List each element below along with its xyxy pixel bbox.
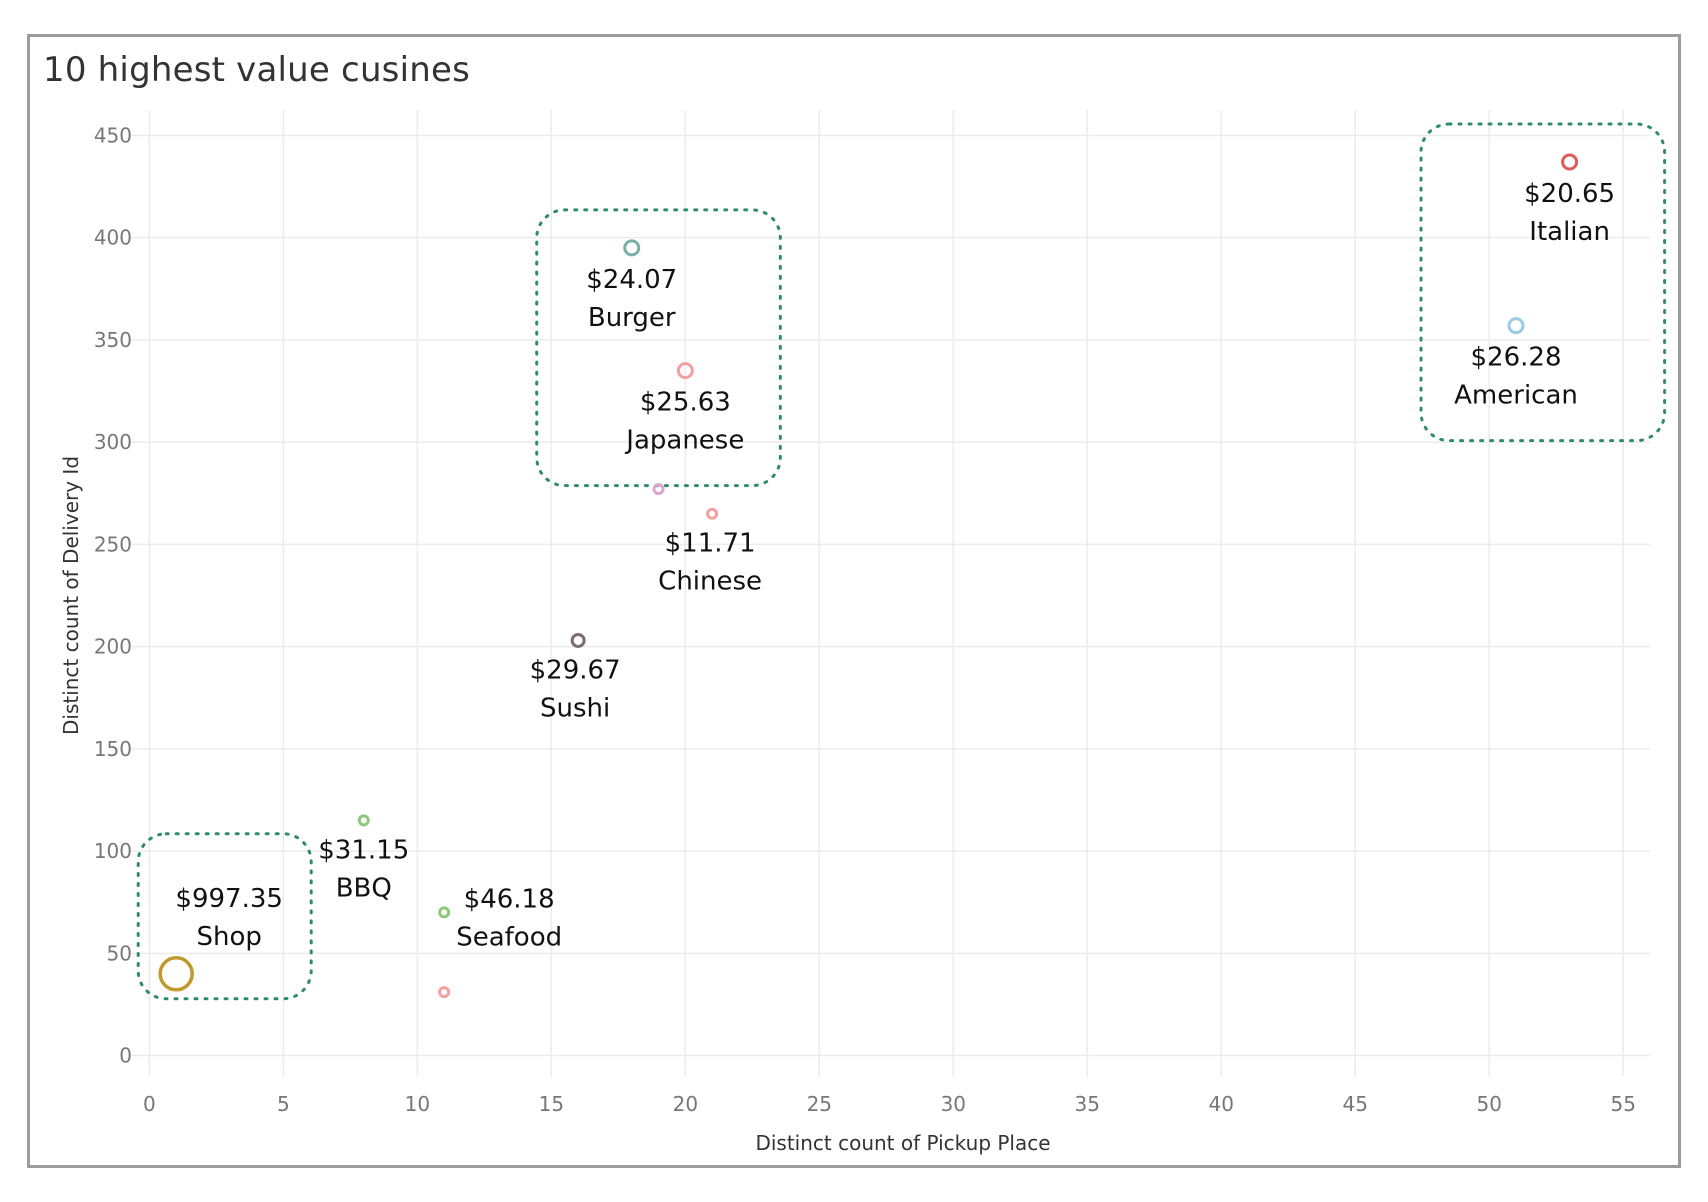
x-tick-25: 25 — [807, 1092, 832, 1116]
point-unlabeled-4 — [652, 483, 665, 496]
label-name-chinese: Chinese — [658, 567, 762, 597]
label-name-bbq: BBQ — [336, 873, 392, 903]
y-tick-300: 300 — [94, 430, 132, 454]
chart-frame — [27, 34, 1681, 1168]
x-tick-0: 0 — [143, 1092, 156, 1116]
grid-lines — [131, 110, 1650, 1076]
point-japanese — [676, 362, 694, 380]
point-american — [1507, 317, 1525, 335]
x-axis-ticks: 0 5 10 15 20 25 30 35 40 45 50 55 — [143, 1092, 1636, 1116]
label-value-bbq: $31.15 — [318, 835, 409, 865]
label-value-burger: $24.07 — [586, 265, 677, 295]
highlight-boxes — [136, 122, 1667, 1001]
label-value-seafood: $46.18 — [464, 884, 555, 914]
label-value-japanese: $25.63 — [640, 388, 731, 418]
label-value-sushi: $29.67 — [530, 655, 621, 685]
point-unlabeled-9 — [438, 986, 451, 999]
x-tick-45: 45 — [1343, 1092, 1368, 1116]
y-tick-350: 350 — [94, 328, 132, 352]
label-name-american: American — [1454, 381, 1578, 411]
data-labels: $20.65 Italian $26.28 American $24.07 Burger $… — [175, 179, 1615, 952]
y-tick-50: 50 — [107, 941, 132, 965]
point-burger — [623, 239, 641, 257]
point-bbq — [357, 814, 370, 827]
highlight-box-shop — [136, 832, 313, 1001]
y-tick-250: 250 — [94, 532, 132, 556]
point-seafood — [438, 906, 451, 919]
label-name-seafood: Seafood — [456, 922, 562, 952]
x-tick-30: 30 — [941, 1092, 966, 1116]
x-tick-40: 40 — [1209, 1092, 1234, 1116]
y-axis-ticks: 0 50 100 150 200 250 300 350 400 450 — [94, 123, 132, 1067]
label-value-american: $26.28 — [1471, 343, 1562, 373]
x-tick-5: 5 — [277, 1092, 290, 1116]
y-tick-400: 400 — [94, 226, 132, 250]
highlight-box-italian-american — [1419, 122, 1667, 443]
label-name-shop: Shop — [196, 922, 261, 952]
x-tick-55: 55 — [1610, 1092, 1635, 1116]
label-name-sushi: Sushi — [540, 693, 610, 723]
point-italian — [1561, 153, 1579, 171]
x-tick-20: 20 — [673, 1092, 698, 1116]
point-shop — [158, 956, 194, 992]
x-tick-10: 10 — [405, 1092, 430, 1116]
y-tick-150: 150 — [94, 737, 132, 761]
x-axis-title: Distinct count of Pickup Place — [755, 1131, 1050, 1155]
y-tick-200: 200 — [94, 635, 132, 659]
x-tick-15: 15 — [539, 1092, 564, 1116]
point-chinese — [706, 507, 719, 520]
label-value-shop: $997.35 — [175, 884, 283, 914]
y-axis-title: Distinct count of Delivery Id — [59, 456, 83, 735]
label-value-italian: $20.65 — [1524, 179, 1615, 209]
y-tick-100: 100 — [94, 839, 132, 863]
y-tick-0: 0 — [119, 1044, 132, 1068]
chart-title: 10 highest value cusines — [43, 50, 471, 90]
label-name-japanese: Japanese — [624, 426, 744, 456]
point-sushi — [570, 632, 586, 648]
data-points — [158, 153, 1579, 999]
y-tick-450: 450 — [94, 123, 132, 147]
label-name-italian: Italian — [1529, 217, 1610, 247]
label-name-burger: Burger — [588, 303, 676, 333]
x-tick-35: 35 — [1075, 1092, 1100, 1116]
label-value-chinese: $11.71 — [665, 529, 756, 559]
x-tick-50: 50 — [1476, 1092, 1501, 1116]
